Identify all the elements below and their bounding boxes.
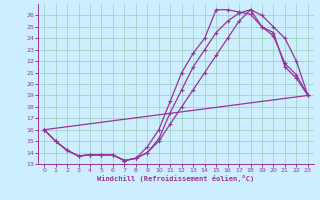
X-axis label: Windchill (Refroidissement éolien,°C): Windchill (Refroidissement éolien,°C): [97, 175, 255, 182]
